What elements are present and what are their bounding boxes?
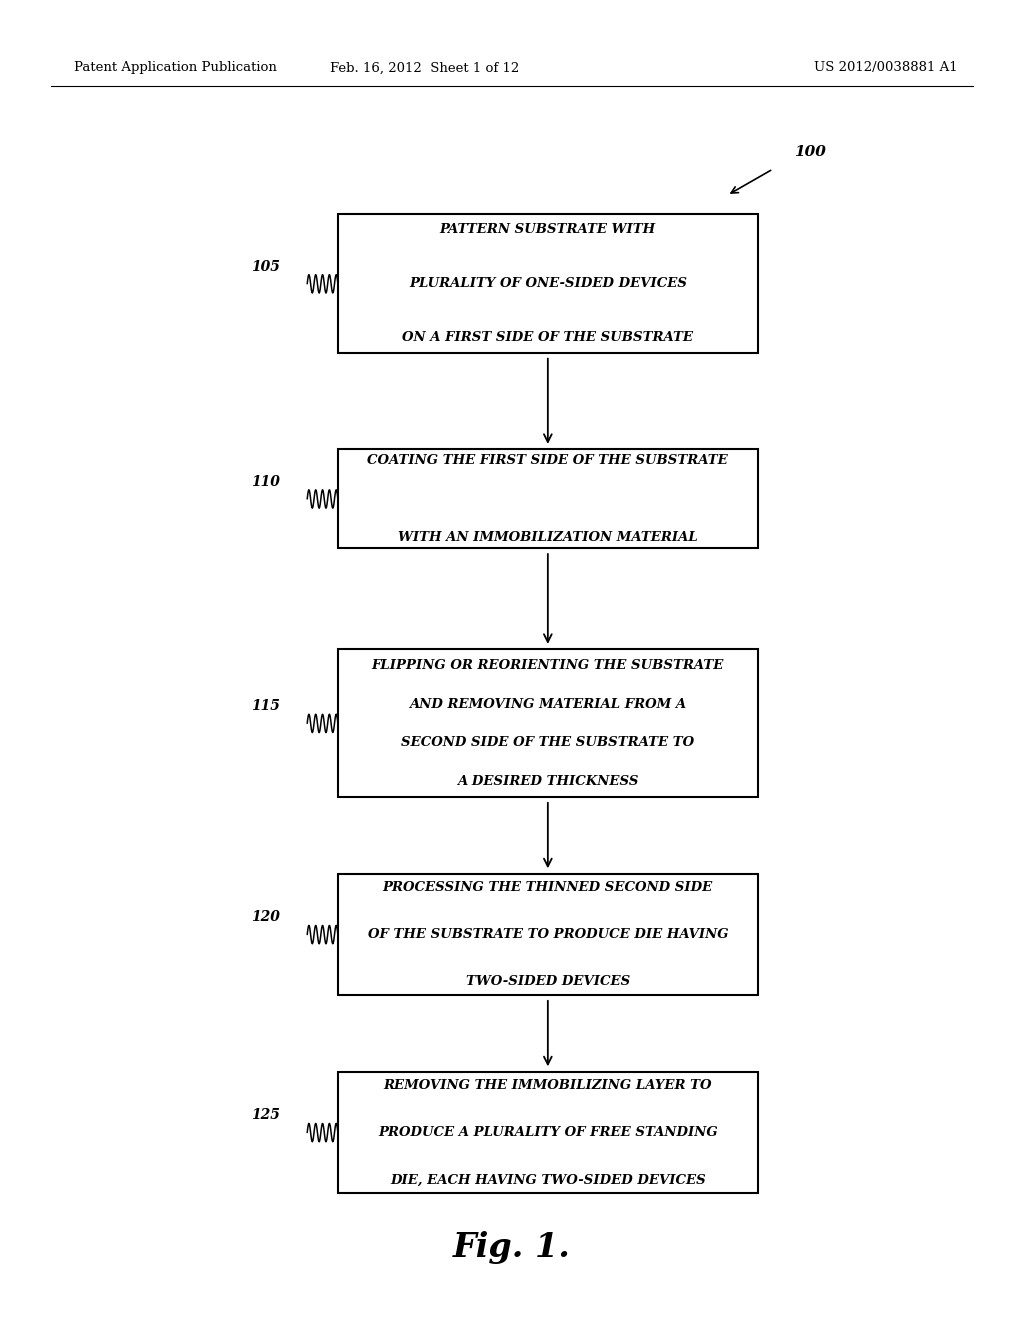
Text: PROCESSING THE THINNED SECOND SIDE: PROCESSING THE THINNED SECOND SIDE [383, 880, 713, 894]
Text: Fig. 1.: Fig. 1. [453, 1230, 571, 1263]
Text: PATTERN SUBSTRATE WITH: PATTERN SUBSTRATE WITH [439, 223, 656, 236]
Text: 100: 100 [794, 145, 825, 158]
Text: A DESIRED THICKNESS: A DESIRED THICKNESS [457, 775, 639, 788]
Bar [338, 649, 758, 797]
Text: COATING THE FIRST SIDE OF THE SUBSTRATE: COATING THE FIRST SIDE OF THE SUBSTRATE [368, 454, 728, 467]
Text: 110: 110 [251, 475, 280, 488]
Text: 125: 125 [251, 1109, 280, 1122]
Text: SECOND SIDE OF THE SUBSTRATE TO: SECOND SIDE OF THE SUBSTRATE TO [401, 737, 694, 748]
Text: US 2012/0038881 A1: US 2012/0038881 A1 [814, 62, 957, 74]
Text: AND REMOVING MATERIAL FROM A: AND REMOVING MATERIAL FROM A [410, 698, 686, 710]
Bar [338, 874, 758, 995]
Text: Feb. 16, 2012  Sheet 1 of 12: Feb. 16, 2012 Sheet 1 of 12 [331, 62, 519, 74]
Bar [338, 214, 758, 352]
Text: 120: 120 [251, 911, 280, 924]
Text: PLURALITY OF ONE-SIDED DEVICES: PLURALITY OF ONE-SIDED DEVICES [409, 277, 687, 290]
Text: REMOVING THE IMMOBILIZING LAYER TO: REMOVING THE IMMOBILIZING LAYER TO [384, 1078, 712, 1092]
Text: DIE, EACH HAVING TWO-SIDED DEVICES: DIE, EACH HAVING TWO-SIDED DEVICES [390, 1173, 706, 1187]
Text: TWO-SIDED DEVICES: TWO-SIDED DEVICES [466, 975, 630, 989]
Text: 115: 115 [251, 700, 280, 713]
Text: WITH AN IMMOBILIZATION MATERIAL: WITH AN IMMOBILIZATION MATERIAL [398, 531, 697, 544]
Text: ON A FIRST SIDE OF THE SUBSTRATE: ON A FIRST SIDE OF THE SUBSTRATE [402, 331, 693, 345]
Text: 105: 105 [251, 260, 280, 273]
Text: FLIPPING OR REORIENTING THE SUBSTRATE: FLIPPING OR REORIENTING THE SUBSTRATE [372, 659, 724, 672]
Text: PRODUCE A PLURALITY OF FREE STANDING: PRODUCE A PLURALITY OF FREE STANDING [378, 1126, 718, 1139]
Bar [338, 1072, 758, 1193]
Text: OF THE SUBSTRATE TO PRODUCE DIE HAVING: OF THE SUBSTRATE TO PRODUCE DIE HAVING [368, 928, 728, 941]
Bar [338, 449, 758, 549]
Text: Patent Application Publication: Patent Application Publication [74, 62, 276, 74]
